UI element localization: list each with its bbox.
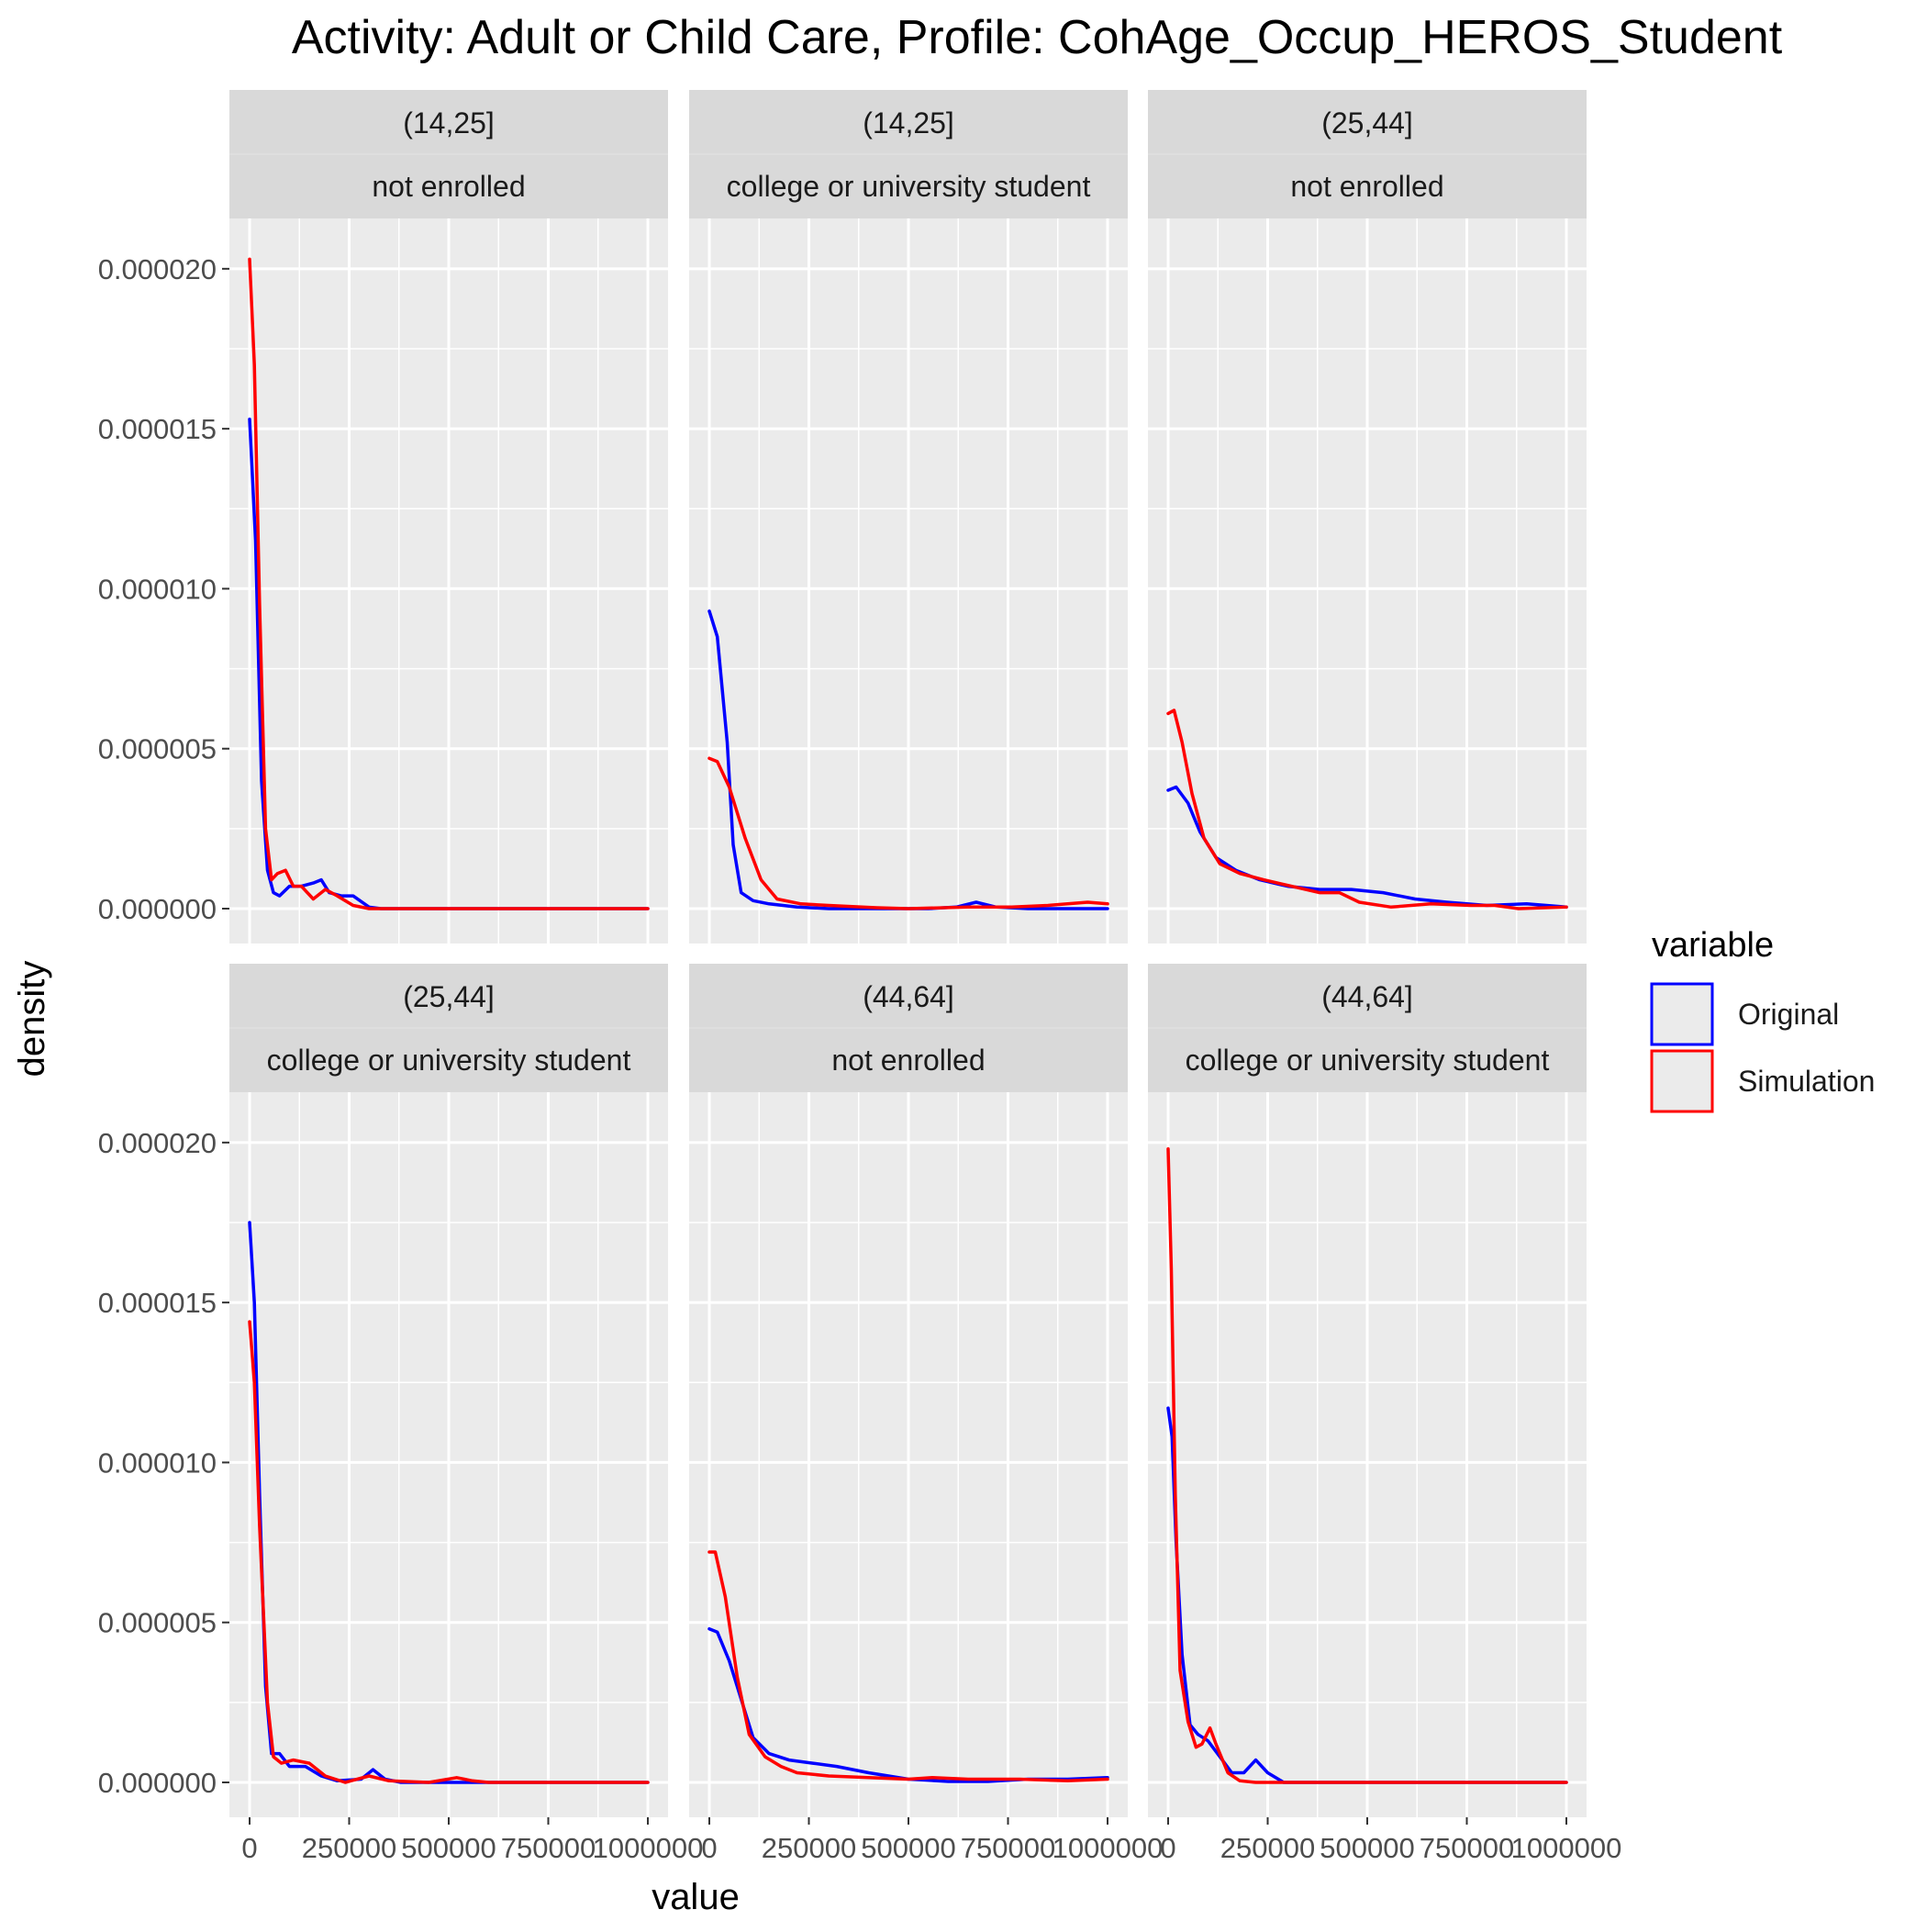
facet-strip-label-age: (14,25]: [403, 106, 495, 140]
x-axis-tick-label: 750000: [1420, 1832, 1514, 1864]
facet-strip-label-enrollment: not enrolled: [372, 170, 525, 203]
x-axis-tick-label: 0: [701, 1832, 717, 1864]
x-axis-tick-label: 500000: [861, 1832, 955, 1864]
y-axis-tick-label: 0.000015: [98, 1287, 217, 1319]
y-axis-tick-label: 0.000015: [98, 413, 217, 445]
facet-panel-4: (25,44] college or university student 0.00…: [98, 964, 704, 1864]
x-axis-tick-label: 0: [241, 1832, 257, 1864]
series-line-original: [707, 609, 1109, 910]
facet-strip-label-age: (14,25]: [863, 106, 954, 140]
legend-label-simulation: Simulation: [1738, 1065, 1875, 1098]
chart-title: Activity: Adult or Child Care, Profile: …: [292, 11, 1783, 64]
series-line-simulation: [248, 257, 650, 910]
facet-panel-1: (14,25] not enrolled 0.000000 0.000005 0.000…: [98, 90, 668, 944]
y-axis-tick-label: 0.000010: [98, 573, 217, 605]
facet-panel-6: (44,64] college or university student 0 250…: [1148, 964, 1621, 1864]
facet-panel-3: (25,44] not enrolled: [1148, 90, 1587, 944]
x-axis-tick-label: 750000: [961, 1832, 1055, 1864]
x-axis-tick-label: 250000: [762, 1832, 856, 1864]
facet-strip-label-age: (25,44]: [403, 980, 495, 1013]
facet-strip-label-enrollment: college or university student: [267, 1044, 631, 1077]
x-axis-tick-label: 500000: [1320, 1832, 1414, 1864]
series-line-simulation: [707, 756, 1109, 910]
y-axis-tick-label: 0.000020: [98, 253, 217, 285]
x-axis-tick-label: 1000000: [593, 1832, 704, 1864]
series-line-simulation: [707, 1550, 1109, 1783]
facet-strip-label-age: (44,64]: [1321, 980, 1413, 1013]
y-axis-tick-label: 0.000005: [98, 1607, 217, 1639]
facet-strip-label-age: (44,64]: [863, 980, 954, 1013]
facet-strip-label-enrollment: college or university student: [727, 170, 1091, 203]
y-axis-tick-label: 0.000000: [98, 893, 217, 925]
legend: variable Original Simulation: [1650, 926, 1875, 1113]
x-axis-tick-label: 750000: [501, 1832, 596, 1864]
facet-panel-5: (44,64] not enrolled 0 250000 500000 75000010…: [689, 964, 1163, 1864]
y-axis-label: density: [12, 961, 52, 1078]
legend-key-simulation: [1650, 1049, 1714, 1113]
y-axis-tick-label: 0.000005: [98, 733, 217, 765]
series-line-simulation: [1166, 709, 1568, 910]
facet-panel-2: (14,25] college or university student: [689, 90, 1128, 944]
facet-strip-label-enrollment: not enrolled: [831, 1044, 985, 1077]
legend-key-original: [1650, 982, 1714, 1046]
series-line-simulation: [1166, 1147, 1568, 1784]
panels-layer: (14,25] not enrolled 0.000000 0.000005 0.000…: [98, 90, 1621, 1864]
x-axis-tick-label: 250000: [302, 1832, 396, 1864]
y-axis-tick-label: 0.000020: [98, 1127, 217, 1159]
y-axis-tick-label: 0.000000: [98, 1767, 217, 1799]
x-axis-label: value: [652, 1877, 740, 1917]
x-axis-tick-label: 1000000: [1511, 1832, 1622, 1864]
facet-strip-label-enrollment: college or university student: [1186, 1044, 1550, 1077]
legend-label-original: Original: [1738, 998, 1839, 1031]
x-axis-tick-label: 1000000: [1053, 1832, 1164, 1864]
legend-title: variable: [1652, 926, 1774, 965]
y-axis-tick-label: 0.000010: [98, 1446, 217, 1479]
x-axis-tick-label: 0: [1160, 1832, 1175, 1864]
facet-strip-label-enrollment: not enrolled: [1290, 170, 1443, 203]
x-axis-tick-label: 250000: [1220, 1832, 1315, 1864]
facet-strip-label-age: (25,44]: [1321, 106, 1413, 140]
series-line-simulation: [248, 1320, 650, 1784]
x-axis-tick-label: 500000: [401, 1832, 496, 1864]
